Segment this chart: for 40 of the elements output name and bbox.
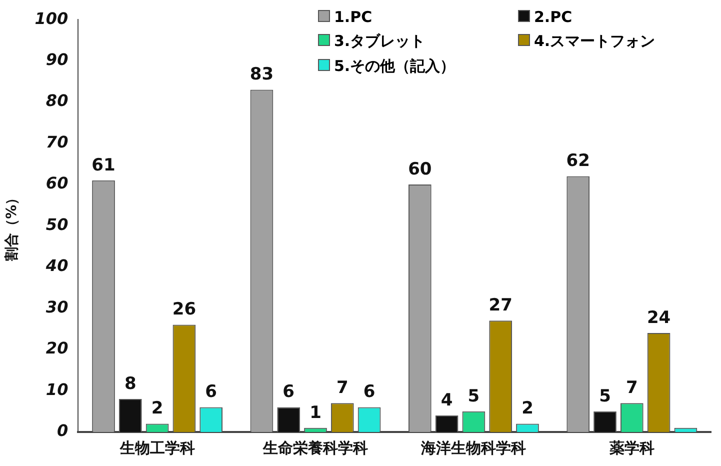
y-tick-label: 20 xyxy=(46,338,68,358)
data-label: 5 xyxy=(468,386,480,406)
legend-label: 2.PC xyxy=(534,8,572,26)
y-tick-label: 80 xyxy=(46,91,68,110)
x-tick-label: 海洋生物科学科 xyxy=(420,438,526,457)
y-axis-title: 割合（%） xyxy=(3,190,20,262)
y-tick-label: 50 xyxy=(46,214,68,234)
y-tick-label: 100 xyxy=(34,8,68,28)
data-label: 1 xyxy=(310,402,322,423)
x-tick-label: 生物工学科 xyxy=(118,438,195,457)
data-label: 2 xyxy=(151,398,164,419)
y-tick-label: 60 xyxy=(46,174,68,193)
legend-label: 4.スマートフォン xyxy=(534,32,656,50)
legend-label: 5.その他（記入） xyxy=(334,57,456,75)
y-tick-label: 0 xyxy=(57,421,68,440)
legend-label: 3.タブレット xyxy=(334,32,426,50)
y-tick-label: 30 xyxy=(46,297,68,316)
data-label: 27 xyxy=(488,296,512,316)
legend-label: 1.PC xyxy=(334,8,372,26)
data-label: 83 xyxy=(250,64,274,85)
y-tick-label: 40 xyxy=(44,256,68,276)
data-label: 2 xyxy=(522,398,534,419)
data-label: 5 xyxy=(599,386,611,406)
data-label: 61 xyxy=(92,155,116,176)
data-label: 8 xyxy=(124,374,136,394)
data-label: 6 xyxy=(363,382,376,402)
data-label: 26 xyxy=(172,300,196,320)
y-tick-label: 10 xyxy=(46,380,68,399)
data-label: 6 xyxy=(282,382,295,402)
y-tick-label: 70 xyxy=(46,132,68,152)
y-tick-label: 90 xyxy=(46,50,68,69)
data-label: 4 xyxy=(440,390,453,410)
data-label: 6 xyxy=(205,382,218,402)
x-tick-label: 生命栄養科学科 xyxy=(262,438,368,457)
x-tick-label: 薬学科 xyxy=(608,438,654,457)
data-label: 7 xyxy=(336,378,348,398)
data-label: 24 xyxy=(646,308,671,328)
data-label: 7 xyxy=(626,378,638,398)
data-label: 60 xyxy=(408,159,432,180)
data-label: 62 xyxy=(566,151,590,172)
